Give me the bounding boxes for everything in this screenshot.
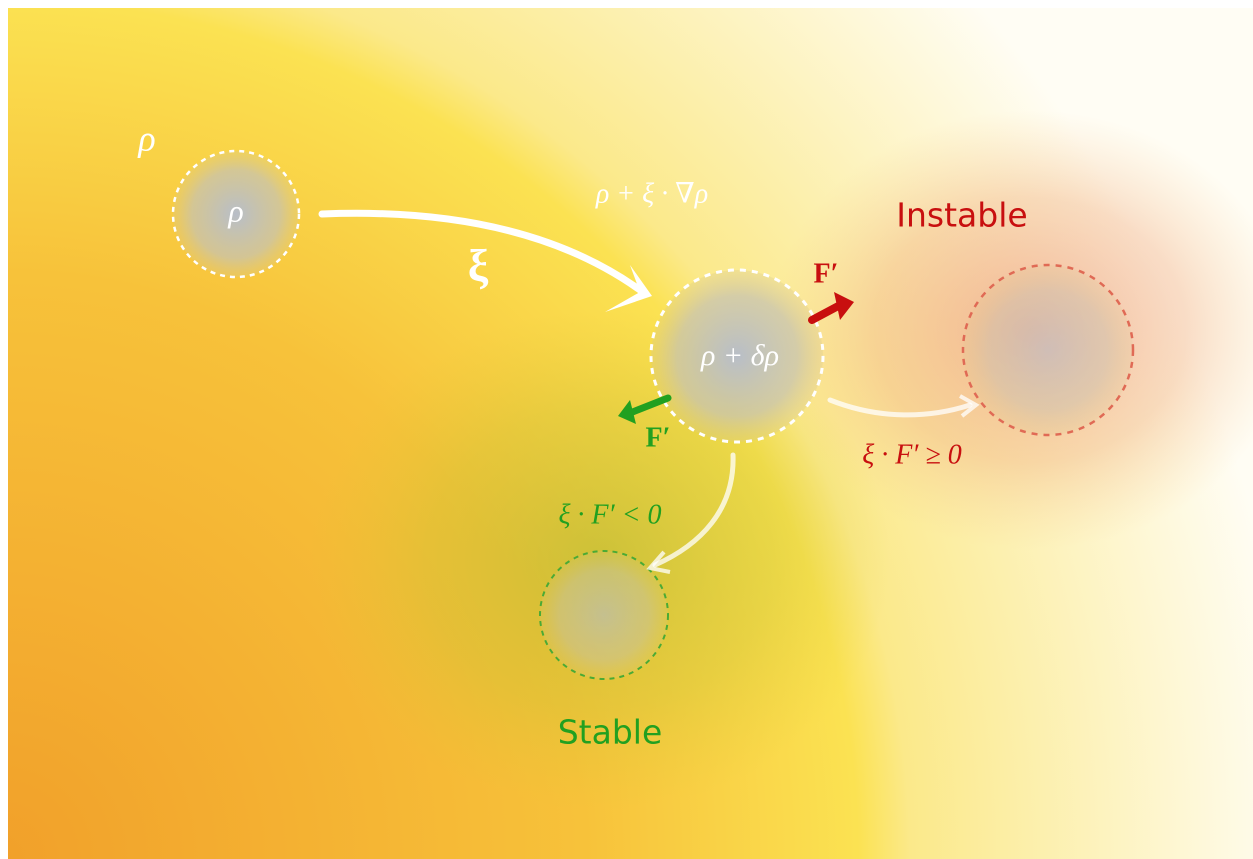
displacement-arrow-head xyxy=(605,265,652,312)
force-arrow-green-head xyxy=(618,400,636,424)
stable-arrow xyxy=(652,452,736,568)
force-arrow-red xyxy=(808,300,846,324)
rho-inner-label: ρ xyxy=(227,192,243,228)
instable-condition: ξ · F′ ≥ 0 xyxy=(862,439,962,470)
displacement-arrow xyxy=(318,209,644,294)
instable-title: Instable xyxy=(896,196,1027,235)
force-label-red: F′ xyxy=(814,258,839,289)
parcel-stable xyxy=(539,550,669,680)
stable-title: Stable xyxy=(558,713,663,752)
stable-condition: ξ · F′ < 0 xyxy=(558,499,661,530)
force-arrow-green xyxy=(626,394,672,417)
instable-arrow-head xyxy=(959,394,980,418)
instable-arrow xyxy=(827,397,973,418)
actual-density: ρ + δρ xyxy=(700,339,779,372)
rho-label: ρ xyxy=(137,118,155,158)
force-arrow-red-head xyxy=(834,292,854,320)
stable-arrow-head xyxy=(646,550,671,574)
force-label-green: F′ xyxy=(646,422,671,453)
parcel-instable xyxy=(961,263,1135,437)
xi-label: ξ xyxy=(468,240,489,291)
expected-density: ρ + ξ · ∇ρ xyxy=(595,178,708,209)
parcel-origin xyxy=(171,149,301,279)
parcel-displaced xyxy=(649,268,825,444)
